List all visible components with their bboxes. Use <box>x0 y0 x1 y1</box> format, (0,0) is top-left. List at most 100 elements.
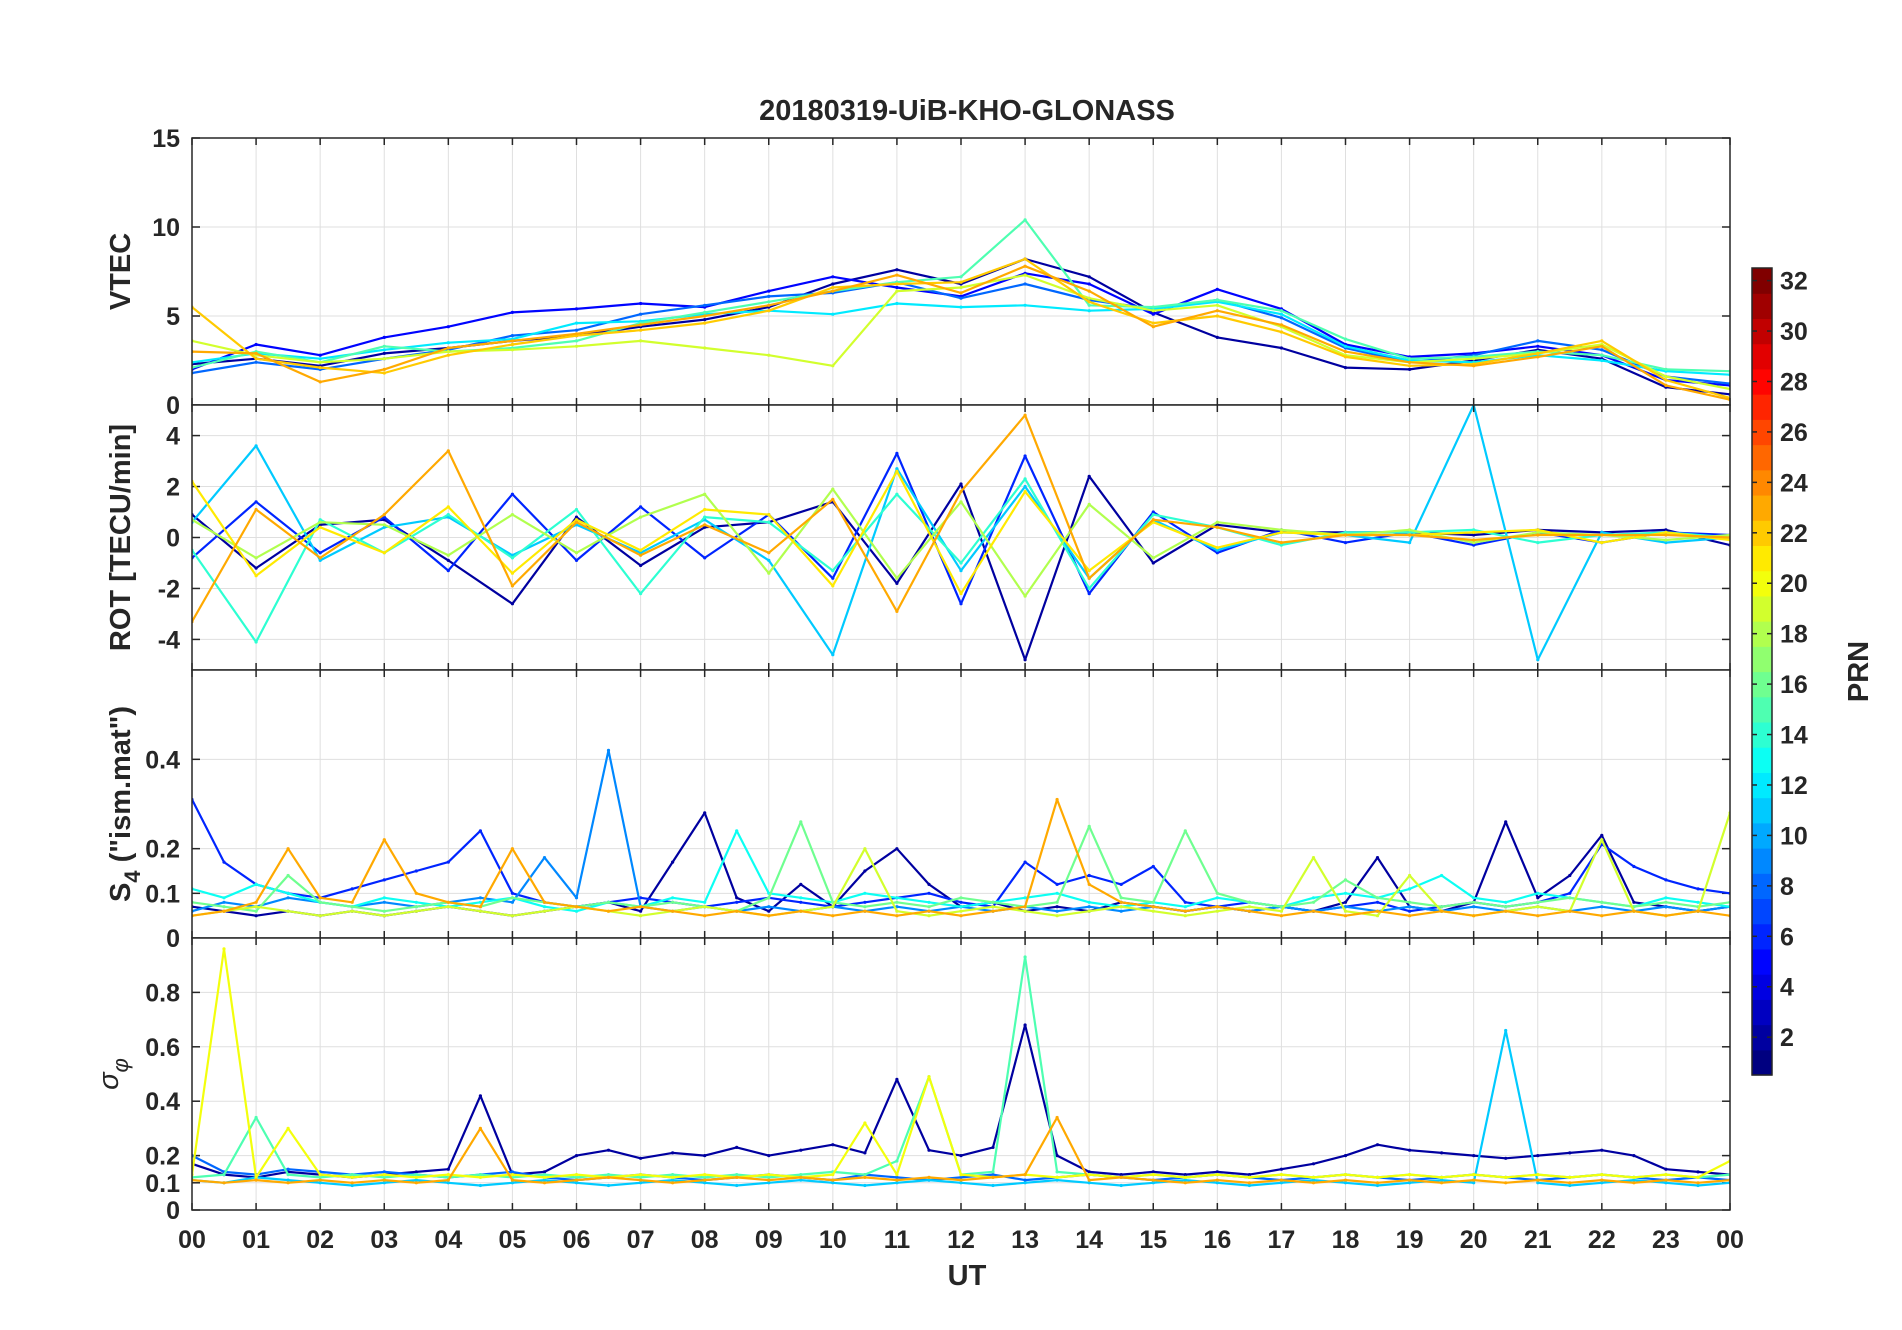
data-point-prn-2 <box>1408 367 1412 371</box>
data-point-prn-23 <box>1343 1178 1348 1182</box>
data-point-prn-6 <box>1087 592 1091 596</box>
data-point-prn-23 <box>1472 364 1476 368</box>
data-point-prn-23 <box>1215 309 1219 313</box>
data-point-prn-11 <box>927 1178 931 1182</box>
data-point-prn-19 <box>1023 273 1027 277</box>
data-point-prn-6 <box>1151 510 1155 514</box>
data-point-prn-19 <box>1343 909 1348 913</box>
data-point-prn-8 <box>959 1175 963 1179</box>
data-point-prn-23 <box>1055 797 1059 802</box>
data-point-prn-16 <box>1504 905 1508 909</box>
data-point-prn-9 <box>767 905 771 909</box>
data-point-prn-13 <box>382 896 386 900</box>
data-point-prn-2 <box>1215 1170 1219 1174</box>
y-axis-label-subscript: φ <box>108 1058 133 1072</box>
data-point-prn-2 <box>510 602 514 606</box>
data-point-prn-2 <box>799 1148 803 1152</box>
x-tick-label: 14 <box>1075 1226 1103 1254</box>
data-point-prn-2 <box>1279 1167 1283 1171</box>
data-point-prn-20 <box>671 1175 675 1179</box>
x-tick-label: 05 <box>499 1226 527 1254</box>
data-point-prn-23 <box>831 289 835 293</box>
data-point-prn-23 <box>1279 1178 1283 1182</box>
data-point-prn-23 <box>767 914 771 918</box>
data-point-prn-19 <box>991 905 995 909</box>
data-point-prn-14 <box>959 561 963 565</box>
data-point-prn-2 <box>1568 873 1572 878</box>
data-point-prn-21 <box>254 574 258 578</box>
data-point-prn-21 <box>767 513 771 517</box>
data-point-prn-23 <box>1664 1178 1668 1182</box>
data-point-prn-13 <box>1536 891 1540 895</box>
data-point-prn-2 <box>1632 900 1636 904</box>
data-point-prn-16 <box>991 900 995 904</box>
data-point-prn-23 <box>318 556 322 560</box>
colorbar-tick-label: 22 <box>1780 520 1808 548</box>
data-point-prn-2 <box>1536 896 1540 900</box>
data-point-prn-13 <box>1472 896 1476 900</box>
colorbar-segment <box>1752 999 1772 1026</box>
data-point-prn-15 <box>1408 357 1412 361</box>
data-point-prn-6 <box>446 569 450 573</box>
data-point-prn-23 <box>382 513 386 517</box>
data-point-prn-6 <box>510 492 514 496</box>
data-point-prn-16 <box>382 909 386 913</box>
data-point-prn-16 <box>1311 900 1316 904</box>
data-point-prn-14 <box>446 513 450 517</box>
data-point-prn-23 <box>863 1175 867 1179</box>
data-point-prn-16 <box>286 873 290 878</box>
data-point-prn-23 <box>1408 360 1412 364</box>
data-point-prn-16 <box>1215 891 1219 895</box>
data-point-prn-18 <box>1472 541 1476 545</box>
data-point-prn-22 <box>1215 314 1219 318</box>
data-point-prn-19 <box>446 905 450 909</box>
data-point-prn-2 <box>895 1077 899 1081</box>
data-point-prn-11 <box>767 1181 771 1185</box>
data-point-prn-15 <box>286 1173 290 1177</box>
data-point-prn-12 <box>382 348 386 352</box>
data-point-prn-19 <box>895 909 899 913</box>
data-point-prn-14 <box>1151 513 1155 517</box>
colorbar-tick-label: 24 <box>1780 469 1808 497</box>
data-point-prn-19 <box>1023 909 1027 913</box>
data-point-prn-6 <box>1215 551 1219 555</box>
data-point-prn-23 <box>959 490 963 494</box>
data-point-prn-13 <box>1408 887 1412 891</box>
y-axis-label-s4: S4 ("ism.mat") <box>105 706 145 902</box>
data-point-prn-11 <box>1151 1181 1155 1185</box>
data-point-prn-2 <box>1664 528 1668 532</box>
data-point-prn-2 <box>863 1151 867 1155</box>
data-point-prn-2 <box>1023 1023 1027 1027</box>
data-point-prn-13 <box>799 896 803 900</box>
data-point-prn-20 <box>1600 1173 1604 1177</box>
data-point-prn-19 <box>1247 905 1251 909</box>
data-point-prn-9 <box>478 896 482 900</box>
data-point-prn-2 <box>1440 1151 1444 1155</box>
data-point-prn-18 <box>1664 538 1668 542</box>
data-point-prn-23 <box>414 1181 418 1185</box>
data-point-prn-23 <box>1664 533 1668 537</box>
data-point-prn-11 <box>895 1181 899 1185</box>
data-point-prn-23 <box>959 914 963 918</box>
data-point-prn-16 <box>1279 905 1283 909</box>
series-group <box>192 748 1730 918</box>
data-point-prn-6 <box>959 900 963 904</box>
data-point-prn-11 <box>1215 1181 1219 1185</box>
colorbar-segment <box>1752 293 1772 320</box>
data-point-prn-23 <box>606 909 611 913</box>
data-point-prn-2 <box>1472 1154 1476 1158</box>
data-point-prn-12 <box>959 305 963 309</box>
data-point-prn-12 <box>1600 358 1604 363</box>
data-point-prn-23 <box>1664 914 1668 918</box>
data-point-prn-20 <box>1215 1173 1219 1177</box>
y-tick-label: 0.2 <box>145 1143 180 1171</box>
data-point-prn-19 <box>1119 905 1123 909</box>
data-point-prn-23 <box>767 551 771 555</box>
data-point-prn-11 <box>735 1183 739 1188</box>
colorbar-segment <box>1752 923 1772 950</box>
data-point-prn-23 <box>318 896 322 900</box>
data-point-prn-2 <box>991 1145 995 1149</box>
data-point-prn-23 <box>831 497 835 501</box>
data-point-prn-21 <box>1023 490 1027 494</box>
data-point-prn-8 <box>1023 282 1027 286</box>
